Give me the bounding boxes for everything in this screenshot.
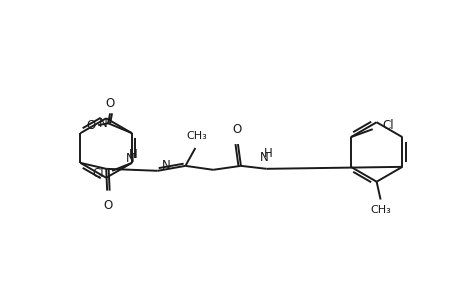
Text: N: N	[161, 159, 170, 172]
Text: O: O	[105, 98, 114, 110]
Text: O: O	[86, 119, 95, 132]
Text: H: H	[128, 148, 137, 161]
Text: N: N	[99, 117, 108, 130]
Text: O: O	[232, 123, 241, 136]
Text: Cl: Cl	[92, 167, 104, 180]
Text: CH₃: CH₃	[185, 131, 206, 141]
Text: N: N	[260, 151, 269, 164]
Text: O: O	[103, 199, 112, 212]
Text: Cl: Cl	[382, 119, 393, 132]
Text: N: N	[125, 152, 134, 165]
Text: CH₃: CH₃	[369, 206, 390, 215]
Text: H: H	[264, 147, 273, 160]
